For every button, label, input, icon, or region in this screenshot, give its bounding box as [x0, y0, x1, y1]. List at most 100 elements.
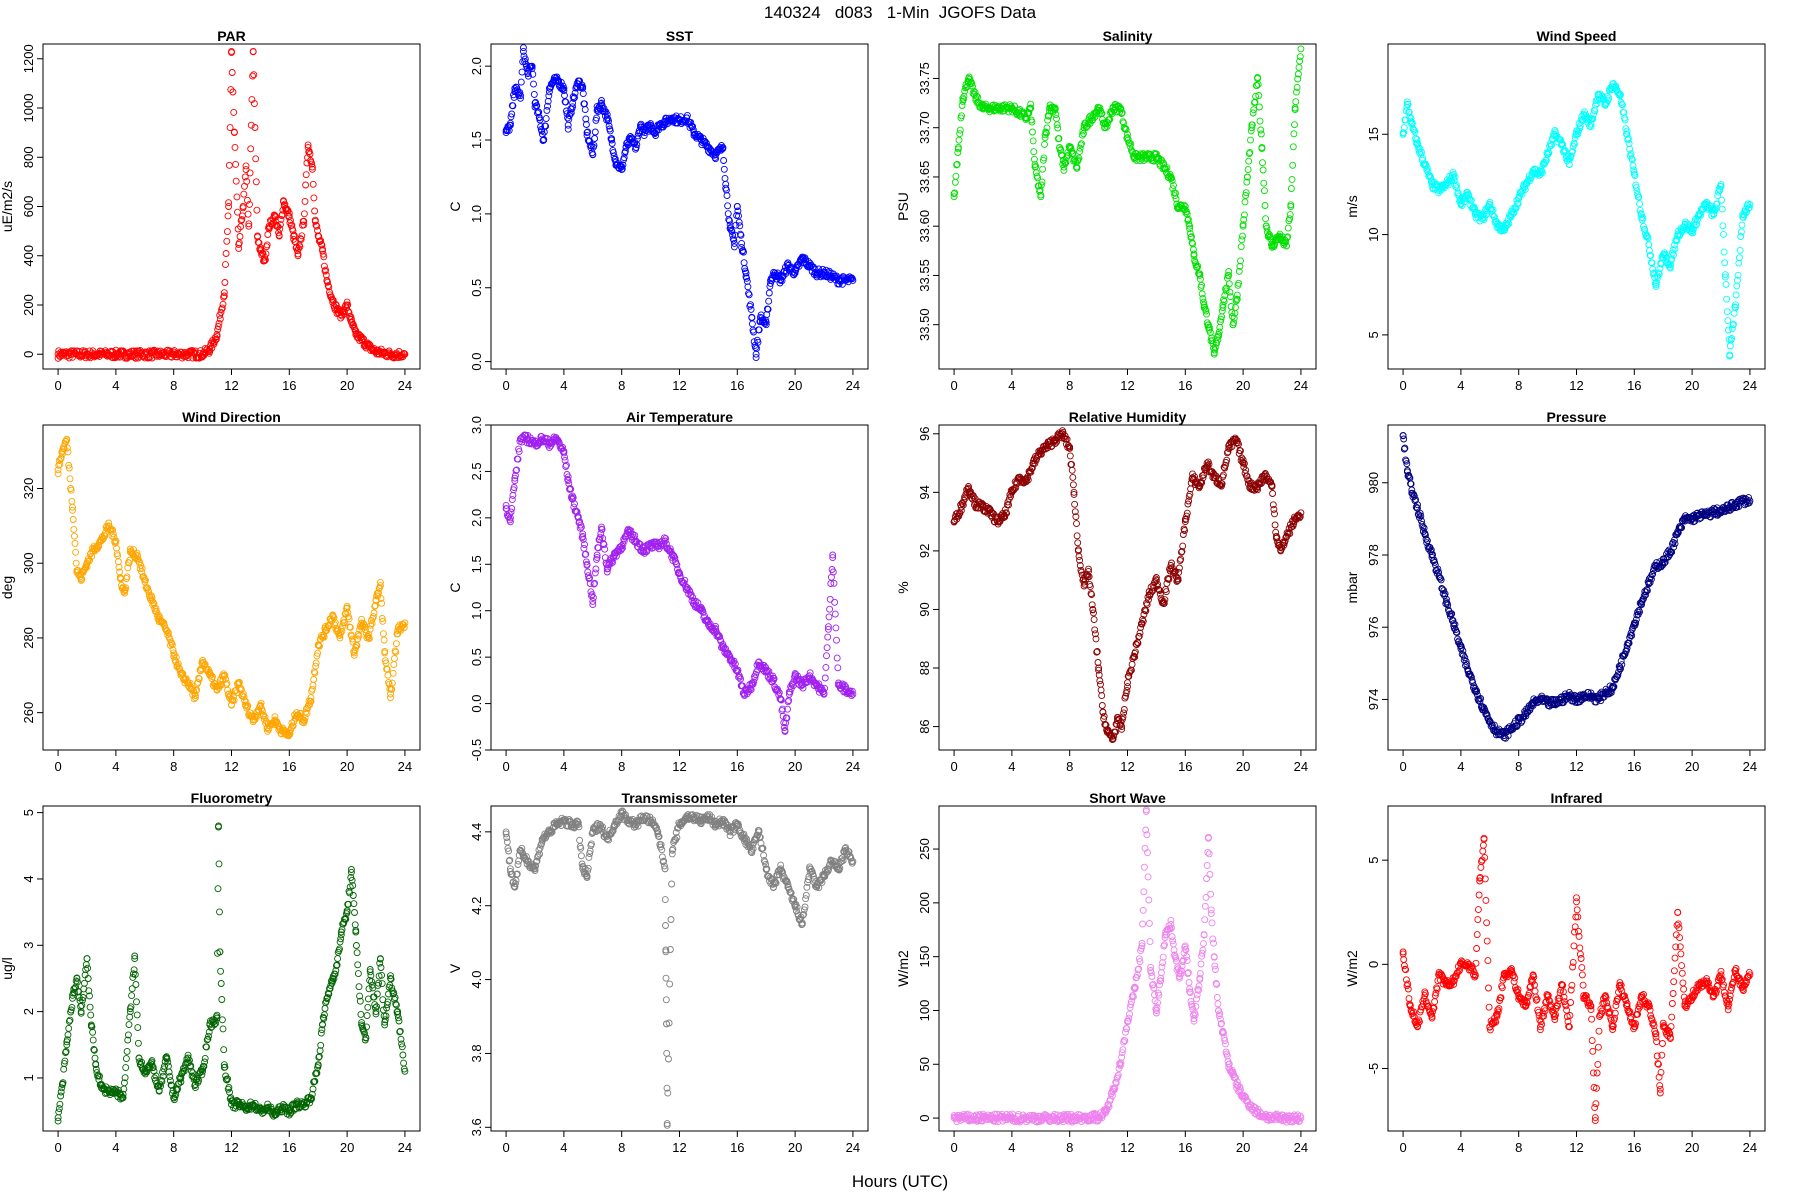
x-tick-label: 20: [1685, 759, 1699, 774]
data-point: [1186, 225, 1194, 233]
data-point: [1248, 124, 1256, 132]
data-point: [591, 135, 599, 142]
x-tick-label: 0: [1399, 759, 1406, 774]
data-point: [1097, 680, 1104, 688]
data-point: [289, 227, 297, 235]
data-point: [343, 298, 351, 306]
x-tick-label: 4: [112, 759, 119, 774]
data-point: [1194, 262, 1202, 270]
data-point: [285, 212, 293, 220]
data-point: [823, 652, 830, 660]
data-point: [358, 333, 366, 341]
data-point: [239, 203, 247, 210]
data-point: [605, 122, 613, 130]
data-point: [1031, 163, 1039, 171]
data-point: [240, 190, 248, 198]
y-tick-label: 0.0: [469, 695, 484, 713]
data-point: [243, 196, 251, 204]
data-point: [530, 90, 538, 98]
y-tick-label: 92: [917, 544, 932, 558]
data-point: [1250, 106, 1258, 114]
data-point: [579, 84, 587, 92]
data-point: [1249, 109, 1257, 117]
data-point: [560, 87, 568, 95]
data-point: [141, 350, 149, 358]
x-tick-label: 12: [672, 378, 686, 393]
data-point: [1291, 104, 1299, 112]
data-point: [390, 655, 398, 663]
data-point: [824, 633, 832, 641]
data-point: [1636, 200, 1644, 208]
x-tick-label: 8: [1066, 759, 1073, 774]
data-point: [1720, 230, 1727, 238]
data-point: [730, 236, 738, 244]
x-tick-label: 16: [282, 759, 296, 774]
data-point: [1193, 263, 1200, 271]
y-tick-label: 980: [1366, 472, 1381, 494]
data-point: [1219, 301, 1227, 309]
data-point: [1251, 98, 1259, 106]
data-point: [544, 97, 552, 105]
data-point: [1200, 301, 1208, 309]
data-point: [730, 239, 738, 247]
data-point: [216, 315, 224, 323]
data-point: [249, 72, 257, 80]
y-tick-label: 33.60: [917, 210, 932, 243]
data-point: [626, 136, 634, 144]
data-point: [1198, 290, 1206, 298]
data-point: [959, 94, 967, 102]
data-point: [1730, 309, 1738, 317]
data-point: [1181, 206, 1189, 214]
data-point: [821, 674, 829, 682]
y-tick-label: 300: [21, 552, 36, 574]
data-point: [1073, 520, 1080, 528]
y-tick-label: 1.0: [469, 205, 484, 223]
data-point: [97, 351, 105, 359]
data-point: [333, 306, 341, 314]
data-point: [738, 247, 746, 255]
data-point: [605, 117, 612, 125]
y-tick-label: 400: [21, 245, 36, 267]
data-point: [325, 283, 333, 291]
data-point: [206, 345, 214, 353]
data-point: [1028, 118, 1036, 126]
data-point: [505, 123, 513, 131]
data-point: [311, 217, 319, 225]
data-point: [233, 193, 241, 201]
data-point: [1073, 532, 1081, 540]
data-point: [956, 126, 964, 134]
data-point: [230, 108, 238, 116]
data-point: [509, 102, 517, 110]
data-point: [70, 525, 78, 533]
data-point: [540, 136, 548, 144]
data-point: [1196, 271, 1204, 279]
data-point: [1051, 104, 1059, 112]
data-point: [545, 92, 553, 100]
data-point: [1015, 106, 1022, 114]
data-point: [300, 210, 308, 218]
data-point: [343, 301, 351, 309]
data-point: [1295, 63, 1303, 71]
data-point: [1211, 344, 1219, 351]
data-point: [255, 239, 263, 247]
data-point: [584, 128, 592, 136]
y-tick-label: 90: [917, 602, 932, 616]
data-point: [132, 354, 140, 362]
data-point: [304, 143, 312, 151]
data-point: [315, 233, 323, 240]
data-point: [1087, 114, 1095, 122]
figure-title: 140324 d083 1-Min JGOFS Data: [763, 3, 1037, 22]
data-point: [70, 532, 78, 540]
data-point: [545, 88, 553, 96]
y-axis-label: C: [447, 201, 463, 211]
data-point: [1732, 291, 1740, 299]
data-point: [724, 202, 732, 210]
data-point: [297, 235, 305, 243]
data-point: [1152, 153, 1160, 161]
data-point: [704, 143, 712, 151]
data-point: [296, 243, 304, 251]
data-point: [329, 296, 337, 304]
data-point: [1233, 295, 1241, 303]
data-point: [308, 160, 316, 168]
